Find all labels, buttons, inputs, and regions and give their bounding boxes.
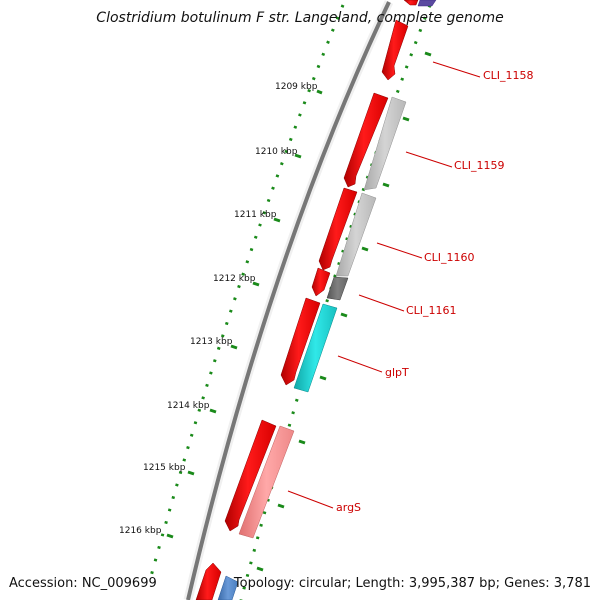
leader-args xyxy=(287,490,334,509)
leader-glpt xyxy=(337,355,383,373)
gene-label-glpt[interactable]: glpT xyxy=(385,366,409,379)
gene-feature[interactable] xyxy=(224,419,277,532)
gene-feature[interactable] xyxy=(195,562,222,600)
ruler-tick-1209 xyxy=(316,89,323,95)
gene-feature-glpt[interactable] xyxy=(293,303,338,393)
gene-label-cli1159[interactable]: CLI_1159 xyxy=(454,159,505,172)
ruler-label-1214: 1214 kbp xyxy=(167,401,210,411)
gene-feature[interactable] xyxy=(280,297,321,386)
gene-feature-cli1159[interactable] xyxy=(363,96,407,191)
ruler-label-1211: 1211 kbp xyxy=(234,210,277,220)
ruler-tick-1213 xyxy=(230,344,238,350)
gene-feature[interactable] xyxy=(403,0,419,6)
gene-label-cli1160[interactable]: CLI_1160 xyxy=(424,251,475,264)
inner-ring-ticks xyxy=(256,51,432,572)
gene-feature[interactable] xyxy=(417,0,437,7)
ruler-tick-1216 xyxy=(166,533,174,539)
label-leaders xyxy=(287,61,481,509)
leader-cli1159 xyxy=(405,151,453,168)
gene-label-cli1158[interactable]: CLI_1158 xyxy=(483,69,534,82)
cds-inner-track xyxy=(217,0,437,600)
ruler-tick-1214 xyxy=(209,408,217,414)
gene-label-args[interactable]: argS xyxy=(336,501,361,514)
genome-backbone-line xyxy=(186,1,391,600)
ruler-label-1209: 1209 kbp xyxy=(275,82,318,92)
gene-feature[interactable] xyxy=(381,19,409,81)
ruler-label-1213: 1213 kbp xyxy=(190,337,233,347)
gene-feature[interactable] xyxy=(311,267,331,297)
ruler-label-1215: 1215 kbp xyxy=(143,463,186,473)
genome-summary-text: Topology: circular; Length: 3,995,387 bp… xyxy=(233,576,591,591)
map-title: Clostridium botulinum F str. Langeland, … xyxy=(96,10,503,26)
gene-feature[interactable] xyxy=(343,92,389,188)
leader-cli1160 xyxy=(376,242,423,259)
cds-red-track xyxy=(195,0,419,600)
gene-feature-cli1161[interactable] xyxy=(326,276,349,301)
leader-cli1161 xyxy=(358,294,405,312)
gene-feature-args[interactable] xyxy=(238,425,295,539)
gene-feature[interactable] xyxy=(217,575,239,600)
ruler-label-1212: 1212 kbp xyxy=(213,274,256,284)
ruler-ticks xyxy=(166,89,323,539)
accession-text: Accession: NC_009699 xyxy=(9,576,157,591)
leader-cli1158 xyxy=(432,61,481,78)
ruler-label-1210: 1210 kbp xyxy=(255,147,298,157)
ruler-tick-1215 xyxy=(187,470,195,476)
ruler-label-1216: 1216 kbp xyxy=(119,526,162,536)
gene-label-cli1161[interactable]: CLI_1161 xyxy=(406,304,457,317)
gene-feature[interactable] xyxy=(318,187,358,271)
ruler-tick-1211 xyxy=(273,217,281,223)
ruler-tick-1212 xyxy=(252,281,260,287)
ruler-tick-1210 xyxy=(294,153,302,159)
gene-feature-cli1160[interactable] xyxy=(335,192,377,277)
